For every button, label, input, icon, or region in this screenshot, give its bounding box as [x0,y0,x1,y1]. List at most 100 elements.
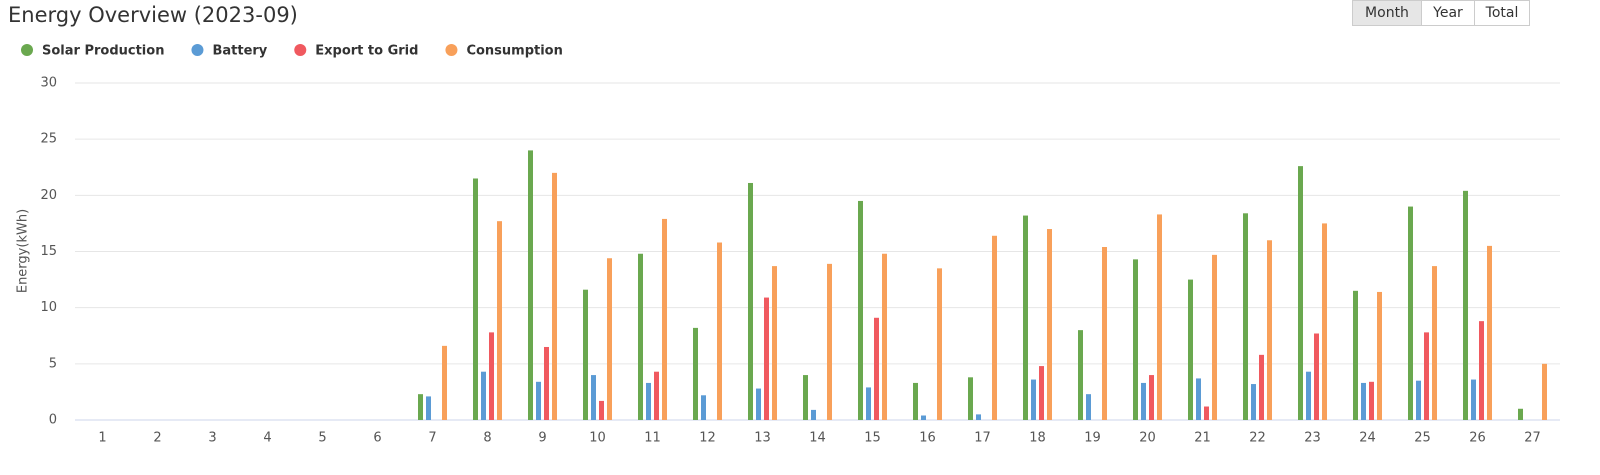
bar [607,258,612,420]
x-tick-label: 5 [318,431,326,446]
x-tick-label: 11 [644,431,661,446]
bar [1298,166,1303,420]
bar [1306,371,1311,420]
y-tick-label: 0 [49,413,57,428]
bar [882,253,887,420]
legend-marker [21,44,33,56]
bar [1133,259,1138,420]
x-tick-label: 16 [919,431,936,446]
x-tick-label: 13 [754,431,771,446]
bar [583,289,588,420]
y-tick-label: 15 [40,244,57,259]
bar [442,345,447,420]
bar [693,327,698,420]
bar [536,381,541,420]
bar [1424,332,1429,420]
x-tick-label: 22 [1249,431,1266,446]
bar [497,221,502,420]
y-tick-label: 30 [40,76,57,91]
bar [756,388,761,420]
x-tick-label: 9 [538,431,546,446]
bar [654,371,659,420]
x-tick-label: 1 [98,431,106,446]
x-tick-label: 14 [809,431,826,446]
bar [528,150,533,420]
bar [1416,380,1421,420]
bar [701,395,706,420]
bar [913,382,918,420]
bar [646,382,651,420]
x-tick-label: 21 [1194,431,1211,446]
bar [1259,354,1264,420]
x-tick-label: 6 [373,431,381,446]
bar [1047,229,1052,420]
tab-button[interactable]: Total [1474,0,1530,26]
bar [992,235,997,420]
legend-label: Export to Grid [315,44,418,59]
x-tick-label: 7 [428,431,436,446]
bar [1353,290,1358,420]
bar [426,396,431,420]
bar [874,317,879,420]
bar [1204,406,1209,420]
tab-button[interactable]: Month [1352,0,1422,26]
bar [418,394,423,420]
bar [1251,384,1256,420]
bar [1243,213,1248,420]
bar [803,375,808,420]
bar [968,377,973,420]
bar [937,268,942,420]
legend-label: Solar Production [42,44,164,59]
y-tick-label: 25 [40,132,57,147]
x-tick-label: 25 [1414,431,1431,446]
bar [662,218,667,420]
x-tick-label: 2 [153,431,161,446]
legend-label: Battery [212,44,267,59]
bar [1432,266,1437,420]
bar [1369,381,1374,420]
bar [976,414,981,420]
bar [1314,333,1319,420]
bar [866,387,871,420]
bar [772,266,777,420]
bar [638,253,643,420]
bar [552,172,557,420]
bar [1542,363,1547,420]
bar [1408,206,1413,420]
bar [1141,382,1146,420]
x-tick-label: 3 [208,431,216,446]
chart-title: Energy Overview (2023-09) [8,3,298,27]
x-tick-label: 17 [974,431,991,446]
bar [1102,247,1107,420]
bar [544,346,549,420]
x-tick-label: 15 [864,431,881,446]
bar [473,178,478,420]
x-tick-label: 27 [1524,431,1541,446]
y-tick-label: 10 [40,300,57,315]
bar [1078,330,1083,420]
bar [1157,214,1162,420]
bar [748,182,753,420]
x-tick-label: 19 [1084,431,1101,446]
bar [1479,321,1484,420]
y-tick-label: 20 [40,188,57,203]
x-tick-label: 24 [1359,431,1376,446]
y-axis-label: Energy(kWh) [16,209,31,293]
x-tick-label: 10 [589,431,606,446]
tab-button[interactable]: Year [1421,0,1475,26]
bar [1196,378,1201,420]
x-tick-label: 8 [483,431,491,446]
bar [1377,291,1382,420]
bar [764,297,769,420]
bar [1487,245,1492,420]
bar [717,242,722,420]
bar [1086,394,1091,420]
x-tick-label: 20 [1139,431,1156,446]
y-tick-label: 5 [49,356,57,371]
bar [921,415,926,420]
bar [1039,366,1044,420]
x-tick-label: 4 [263,431,271,446]
bar [1463,190,1468,420]
